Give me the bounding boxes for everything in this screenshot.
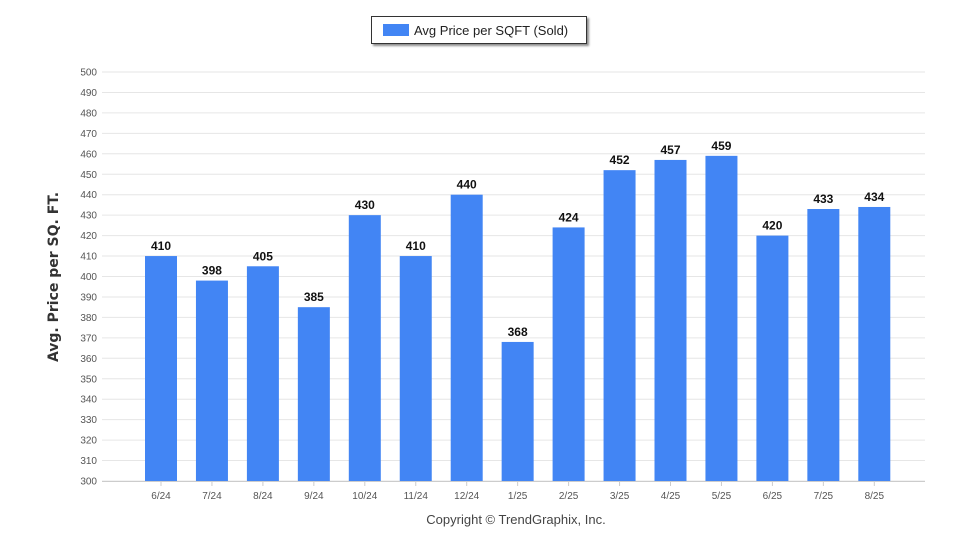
y-tick-label: 450 (80, 170, 97, 181)
bar (858, 206, 891, 481)
bar (603, 170, 636, 481)
x-tick-label: 2/25 (559, 491, 579, 502)
legend-swatch (383, 24, 409, 36)
x-tick-label: 7/25 (814, 491, 834, 502)
data-label: 385 (304, 290, 324, 304)
y-tick-label: 410 (80, 252, 97, 263)
y-tick-label: 500 (80, 68, 97, 79)
x-tick-label: 7/24 (202, 491, 222, 502)
bar (297, 307, 330, 481)
data-label: 410 (151, 239, 171, 253)
x-tick-label: 8/24 (253, 491, 273, 502)
bar (807, 209, 840, 481)
y-tick-label: 320 (80, 436, 97, 447)
bar (705, 155, 738, 481)
bar (501, 341, 534, 481)
bar (450, 194, 483, 481)
data-label: 434 (864, 190, 884, 204)
data-label: 452 (610, 153, 630, 167)
y-tick-label: 370 (80, 333, 97, 344)
x-tick-label: 8/25 (865, 491, 885, 502)
x-tick-label: 11/24 (404, 491, 429, 502)
x-tick-label: 6/25 (763, 491, 783, 502)
y-tick-label: 430 (80, 211, 97, 222)
x-tick-label: 9/24 (304, 491, 324, 502)
chart-legend: Avg Price per SQFT (Sold) (371, 16, 587, 44)
data-label: 459 (711, 139, 731, 153)
data-label: 433 (813, 192, 833, 206)
y-tick-label: 380 (80, 313, 97, 324)
copyright-text: Copyright © TrendGraphix, Inc. (426, 512, 606, 527)
y-tick-label: 470 (80, 129, 97, 140)
data-label: 405 (253, 249, 273, 263)
data-label: 440 (457, 178, 477, 192)
bar (399, 256, 432, 481)
y-tick-label: 390 (80, 292, 97, 303)
x-tick-label: 10/24 (352, 491, 377, 502)
bar (756, 235, 789, 481)
y-tick-label: 340 (80, 395, 97, 406)
data-label: 424 (559, 210, 579, 224)
bar (195, 280, 228, 481)
y-tick-label: 360 (80, 354, 97, 365)
data-label: 420 (762, 219, 782, 233)
bar (348, 215, 381, 481)
y-tick-label: 400 (80, 272, 97, 283)
data-label: 457 (660, 143, 680, 157)
x-tick-label: 3/25 (610, 491, 630, 502)
bar (654, 159, 687, 481)
x-tick-label: 6/24 (151, 491, 171, 502)
data-label: 368 (508, 325, 528, 339)
y-tick-label: 460 (80, 149, 97, 160)
y-tick-label: 300 (80, 477, 97, 488)
y-tick-label: 420 (80, 231, 97, 242)
data-label: 398 (202, 264, 222, 278)
bar (552, 227, 585, 481)
y-tick-label: 350 (80, 374, 97, 385)
y-tick-label: 440 (80, 190, 97, 201)
x-tick-label: 5/25 (712, 491, 732, 502)
bar (246, 266, 279, 481)
data-label: 430 (355, 198, 375, 212)
y-tick-label: 480 (80, 108, 97, 119)
x-tick-label: 4/25 (661, 491, 681, 502)
data-label: 410 (406, 239, 426, 253)
y-tick-label: 490 (80, 88, 97, 99)
x-tick-label: 1/25 (508, 491, 528, 502)
x-tick-label: 12/24 (454, 491, 479, 502)
y-tick-label: 330 (80, 415, 97, 426)
y-tick-label: 310 (80, 456, 97, 467)
bar (145, 256, 177, 481)
legend-label: Avg Price per SQFT (Sold) (414, 22, 569, 38)
